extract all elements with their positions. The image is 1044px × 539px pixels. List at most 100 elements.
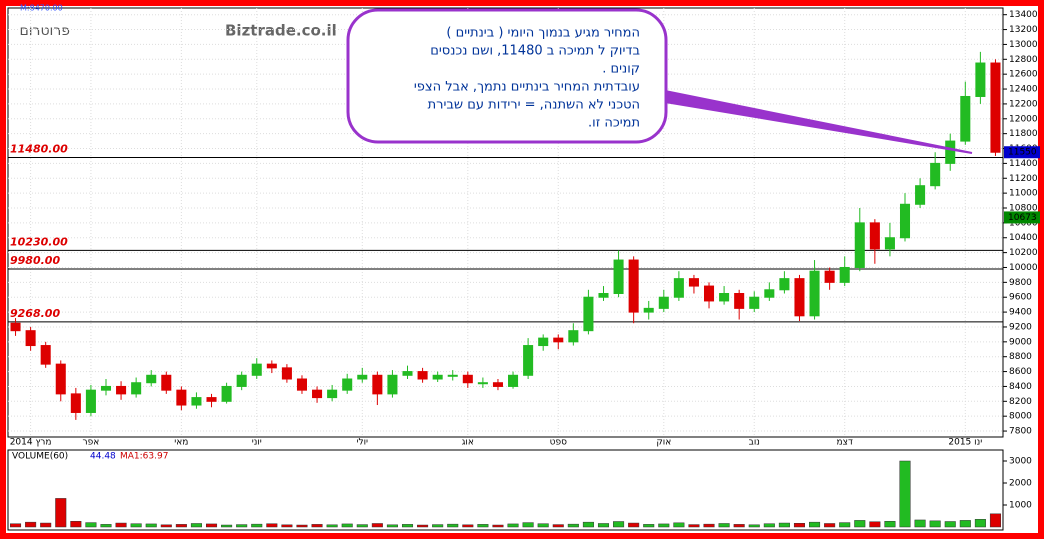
candle-body [462,374,473,384]
candle-body [342,378,353,391]
x-tick-label: 2014 מרץ [10,438,52,448]
volume-bar [190,523,202,528]
y-tick-label: 8200 [1009,397,1032,407]
price-marker-label: 11550 [1008,148,1037,158]
header-label: M:8470.00 [20,4,63,13]
y-tick-label: 10400 [1009,233,1038,243]
level-label: 9980.00 [10,254,60,267]
volume-bar [733,524,745,528]
y-tick-label: 10000 [1009,263,1038,273]
x-tick-label: 2015 ינו [948,438,982,448]
volume-panel [7,449,1004,531]
volume-bar [793,523,806,528]
volume-bar [100,524,112,528]
annotation: המחיר מגיע בנמוך היומי ( בינתיים ) בדיוק … [414,26,640,131]
plot: 7800 8000 8200 8400 8600 8800 9000 9200 9400 9600… [8,8,1040,528]
volume-bar [824,523,836,528]
x-tick-label: אפר [83,438,100,448]
annotation-line: המחיר מגיע בנמוך היומי ( בינתיים ) [446,26,640,41]
candle-body [583,296,594,332]
volume-bar [40,522,52,528]
volume-bar [688,524,700,528]
volume-title: VOLUME(60) [12,452,68,462]
volume-bar [130,523,142,528]
candle-body [734,293,745,309]
candle-body [387,374,398,395]
candle-body [854,222,865,268]
candle-body [884,237,895,250]
candle-body [372,374,383,395]
y-tick-label: 13000 [1009,40,1038,50]
candle-body [809,270,820,317]
candle-body [598,293,609,298]
candle-body [281,367,292,380]
candle-body [824,270,835,283]
volume-bar [507,523,519,528]
y-tick-label: 12200 [1009,99,1038,109]
volume-bar [401,524,414,528]
candle-body [55,363,66,395]
candle-body [673,278,684,298]
volume-bar [703,523,715,528]
volume-tick-label: 1000 [1009,501,1032,511]
candle-body [100,385,112,391]
volume-bar [477,524,489,528]
y-tick-label: 13400 [1009,10,1038,20]
level-label: 11480.00 [10,142,68,155]
volume-bar [447,523,459,528]
y-tick-label: 11800 [1009,129,1038,139]
x-tick-label: אוק [656,438,671,448]
candle-body [869,222,880,250]
y-tick-label: 11200 [1009,174,1038,184]
level-label: 9268.00 [10,307,60,320]
candle-body [915,185,926,205]
price-marker-label: 10673 [1008,213,1037,223]
price-marker [1004,211,1040,224]
volume-bar [115,522,127,528]
volume-bar [929,520,941,528]
volume-bar [281,524,293,528]
y-tick-label: 13200 [1009,25,1038,35]
source: Biztrade.co.il [225,22,337,40]
candle-body [643,307,654,313]
candle-body [628,259,639,313]
volume-bar [236,524,248,528]
y-tick-label: 10800 [1009,204,1038,214]
candle-body [161,374,172,391]
candle-body [508,374,519,387]
candle-body [749,296,760,309]
candle-body [477,382,488,385]
volume-bar [266,523,278,528]
volume-bar [567,523,579,528]
annotation-line: הטכני לא השתנה, = ירידות עם שבירת [428,98,640,113]
volume-bar [974,519,986,528]
volume-bar [10,523,22,528]
y-tick-label: 12400 [1009,85,1038,95]
candle-body [402,371,413,376]
candle-body [146,374,157,384]
volume-bar [522,522,534,528]
annotation-line: עובדתית המחיר בינתיים נתמך, אבל הצפי [414,80,640,95]
y-tick-label: 7800 [1009,427,1032,437]
volume-bar [85,522,97,528]
symbol: פרוטרום [19,23,70,39]
candle-body [417,371,428,380]
y-tick-label: 8400 [1009,382,1032,392]
volume-bar [251,523,263,528]
candle-body [960,95,971,142]
candle-body [704,285,715,302]
candle-body [839,266,850,283]
candle-body [191,397,202,406]
candle-body [553,337,564,343]
y-tick-label: 11000 [1009,189,1038,199]
candle-body [236,374,247,387]
x-tick-label: דצמ [837,438,853,448]
volume-bar [628,522,640,528]
volume-bar [869,521,881,528]
volume-bar [205,523,218,528]
callout [346,8,668,144]
candle-body [327,389,338,399]
volume-bar [763,523,775,528]
level-label: 10230.00 [10,235,68,248]
volume-bar [613,521,625,528]
